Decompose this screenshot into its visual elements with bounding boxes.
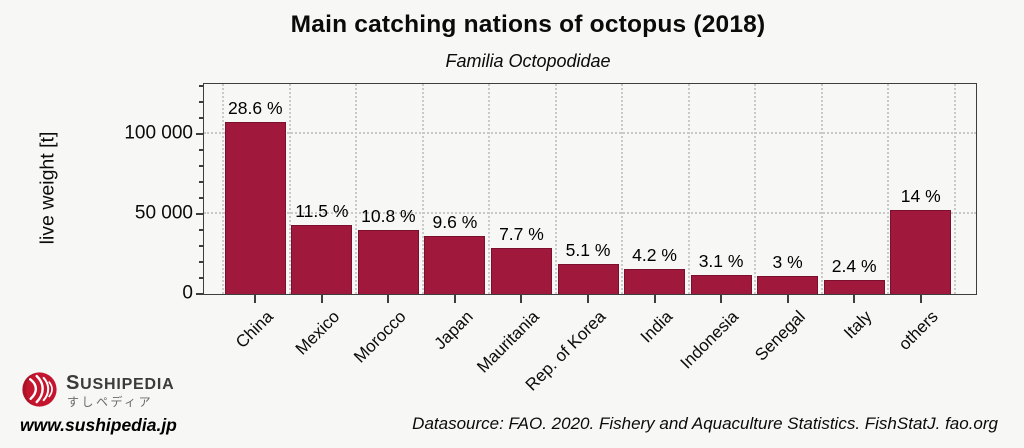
x-category-label-italy: Italy [840, 307, 876, 343]
bar-value-label-italy: 2.4 % [831, 255, 877, 276]
gridline-x [687, 84, 690, 294]
y-minor-tick [199, 164, 204, 167]
bar-value-label-mexico: 11.5 % [295, 201, 349, 222]
y-minor-tick [199, 196, 204, 199]
y-minor-tick [199, 228, 204, 231]
x-category-label-morocco: Morocco [350, 307, 410, 367]
x-tick [254, 295, 257, 303]
chart-title: Main catching nations of octopus (2018) [290, 11, 766, 38]
gridline-x [887, 84, 890, 294]
y-minor-tick [199, 100, 204, 103]
gridline-x [288, 84, 291, 294]
plot-area: 0 50 000 100 000 28.6 % China 11.5 % Mexico 10.… [124, 83, 977, 395]
x-tick [853, 295, 856, 303]
x-tick [919, 295, 922, 303]
y-tick-label: 100 000 [124, 122, 193, 144]
gridline-x [488, 84, 491, 294]
x-category-label-mexico: Mexico [291, 307, 344, 359]
y-axis-label: live weight [t] [36, 131, 59, 245]
bar-value-label-china: 28.6 % [228, 98, 283, 119]
x-category-label-mauritania: Mauritania [473, 307, 543, 377]
y-minor-tick [199, 244, 204, 247]
x-tick [387, 295, 390, 303]
bar-china [224, 122, 286, 294]
y-minor-tick [199, 260, 204, 263]
bar-senegal [757, 276, 819, 294]
bar-value-label-morocco: 10.8 % [361, 205, 416, 226]
x-category-label-senegal: Senegal [751, 307, 810, 365]
gridline-x [820, 84, 823, 294]
x-category-label-others: others [895, 307, 943, 354]
x-category-label-china: China [231, 307, 277, 352]
x-category-label-india: India [636, 307, 676, 347]
gridline-x [421, 84, 424, 294]
gridline-x [621, 84, 624, 294]
gridline-x [954, 84, 956, 294]
bar-italy [823, 279, 885, 294]
bar-mauritania [490, 247, 552, 294]
bar-value-label-mauritania: 7.7 % [499, 223, 544, 244]
y-major-tick [196, 293, 204, 295]
x-category-label-japan: Japan [430, 307, 477, 354]
y-tick-label: 50 000 [134, 202, 193, 224]
y-minor-tick [199, 180, 204, 183]
x-tick [786, 295, 789, 303]
y-major-tick [196, 212, 204, 215]
sushipedia-logo-icon [22, 372, 57, 407]
y-major-tick [196, 132, 204, 135]
bar-mexico [291, 225, 353, 294]
gridline-y-100000 [204, 131, 976, 134]
gridline-x [355, 84, 358, 294]
gridline-x [754, 84, 757, 294]
y-minor-tick [199, 116, 204, 119]
y-minor-tick [199, 84, 204, 87]
bar-india [624, 268, 686, 294]
bar-japan [424, 236, 486, 294]
x-category-label-indonesia: Indonesia [676, 307, 743, 373]
bar-value-label-others: 14 % [900, 185, 941, 206]
y-minor-tick [199, 276, 204, 279]
bar-others [890, 209, 952, 294]
bar-value-label-indonesia: 3.1 % [698, 251, 744, 272]
bar-indonesia [690, 275, 752, 294]
brand-name-kana: すしペディア [67, 395, 154, 409]
bar-rep-of-korea [557, 263, 619, 294]
chart-subtitle: Familia Octopodidae [445, 51, 611, 71]
bar-value-label-senegal: 3 % [772, 252, 803, 273]
x-tick [520, 295, 523, 303]
x-tick [653, 295, 656, 303]
bar-value-label-india: 4.2 % [632, 244, 677, 265]
brand-name: Sushipedia [66, 372, 175, 394]
website-url: www.sushipedia.jp [20, 415, 177, 435]
gridline-x [554, 84, 557, 294]
x-tick [587, 295, 589, 303]
y-tick-label: 0 [182, 282, 193, 304]
x-tick [720, 295, 723, 303]
bar-value-label-japan: 9.6 % [432, 212, 478, 233]
x-tick [320, 295, 323, 303]
bar-morocco [357, 229, 419, 294]
x-tick [453, 295, 456, 303]
bar-value-label-rep-of-korea: 5.1 % [565, 239, 611, 260]
y-minor-tick [199, 148, 204, 151]
gridline-y-50000 [204, 211, 976, 214]
datasource-note: Datasource: FAO. 2020. Fishery and Aquac… [412, 414, 998, 433]
gridline-x [222, 84, 224, 294]
